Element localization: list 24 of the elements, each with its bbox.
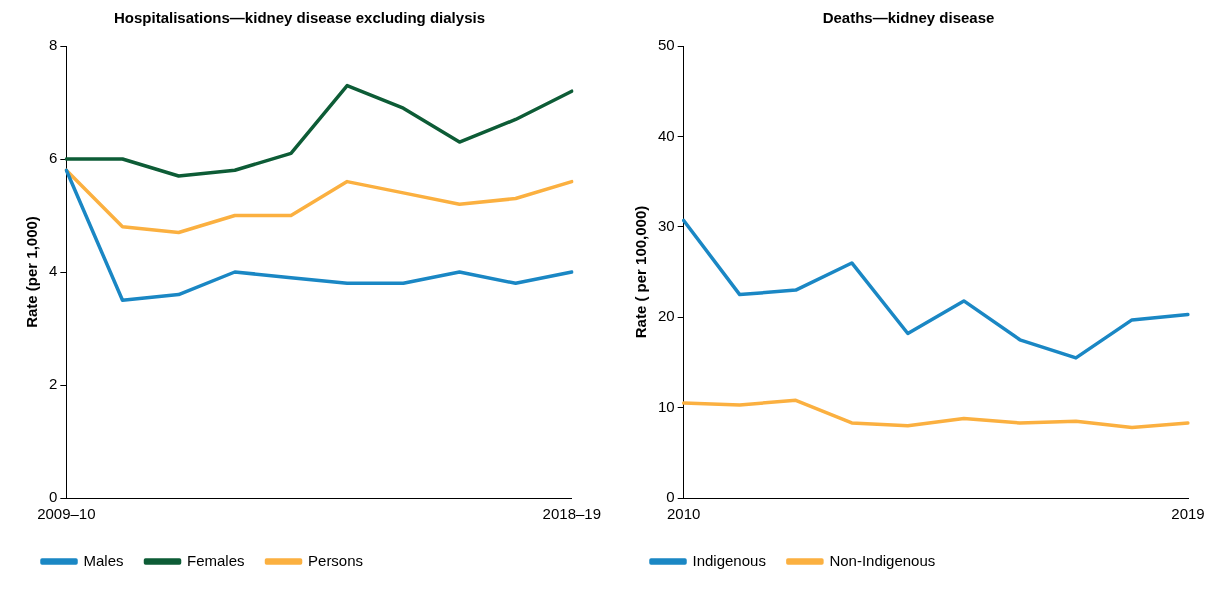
legend-label: Persons xyxy=(308,551,364,569)
y-tick-label: 20 xyxy=(658,307,675,325)
x-tick-label: 2009–10 xyxy=(37,505,96,523)
y-tick-label: 6 xyxy=(49,149,58,167)
legend-label: Non-Indigenous xyxy=(829,551,936,569)
chart-title: Hospitalisations—kidney disease excluding dialysis xyxy=(114,9,485,27)
legend-label: Males xyxy=(83,551,124,569)
y-axis-title: Rate ( per 100,000) xyxy=(632,205,650,339)
y-tick-label: 2 xyxy=(49,375,58,393)
y-tick-label: 10 xyxy=(658,397,675,415)
legend-label: Females xyxy=(187,551,245,569)
y-tick-label: 4 xyxy=(49,262,58,280)
legend-label: Indigenous xyxy=(692,551,766,569)
x-tick-label: 2010 xyxy=(667,505,701,523)
y-tick-label: 30 xyxy=(658,216,675,234)
y-tick-label: 50 xyxy=(658,36,675,54)
y-tick-label: 8 xyxy=(49,36,58,54)
chart-title: Deaths—kidney disease xyxy=(822,9,995,27)
y-tick-label: 40 xyxy=(658,126,675,144)
y-axis-title: Rate (per 1,000) xyxy=(23,216,41,328)
y-tick-label: 0 xyxy=(666,488,675,506)
y-tick-label: 0 xyxy=(49,488,58,506)
x-tick-label: 2018–19 xyxy=(542,505,602,523)
x-tick-label: 2019 xyxy=(1171,505,1205,523)
